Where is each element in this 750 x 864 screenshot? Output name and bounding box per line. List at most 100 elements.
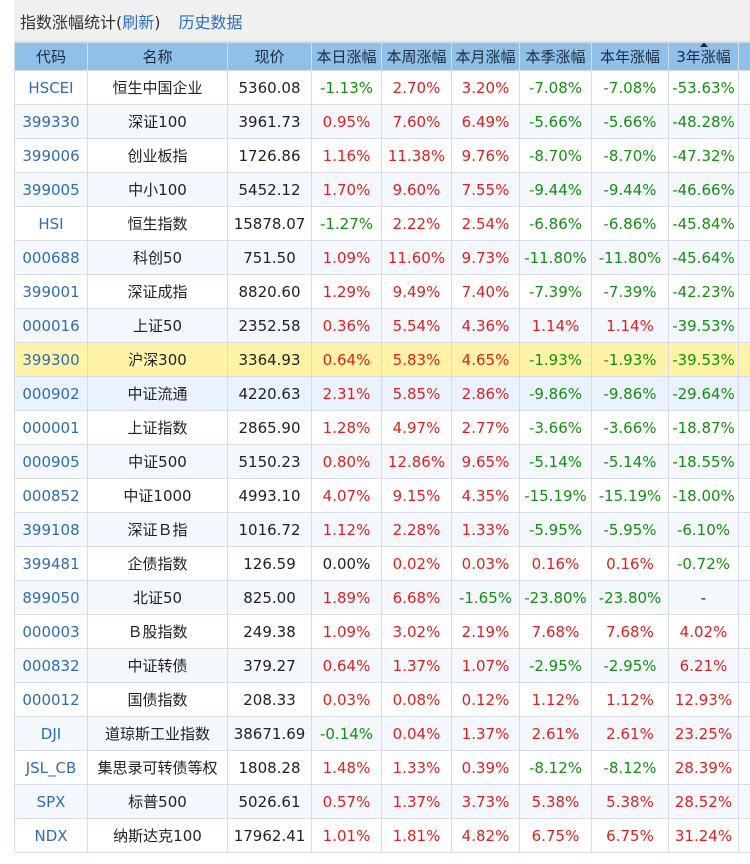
change-w: 9.60% bbox=[381, 172, 452, 207]
change-y: -9.44% bbox=[591, 172, 669, 207]
table-row[interactable]: 399005 中小100 5452.12 1.70% 9.60% 7.55% -9.44% -… bbox=[14, 172, 750, 207]
change-w: 0.08% bbox=[381, 682, 452, 717]
index-code-link[interactable]: 000016 bbox=[14, 308, 88, 343]
column-header[interactable]: 本季涨幅 bbox=[519, 42, 592, 71]
table-row[interactable]: SPX 标普500 5026.61 0.57% 1.37% 3.73% 5.38% 5.38%… bbox=[14, 784, 750, 819]
change-y5: 1 bbox=[738, 818, 750, 853]
index-code-link[interactable]: 000012 bbox=[14, 682, 88, 717]
index-code-link[interactable]: 399006 bbox=[14, 138, 88, 173]
index-code-link[interactable]: 000852 bbox=[14, 478, 88, 513]
index-name: 深证Ｂ指 bbox=[87, 512, 228, 547]
change-d: 0.64% bbox=[311, 648, 382, 683]
table-row[interactable]: NDX 纳斯达克100 17962.41 1.01% 1.81% 4.82% 6.75% 6.… bbox=[14, 818, 750, 853]
change-y5: 2 bbox=[738, 104, 750, 139]
current-price: 751.50 bbox=[227, 240, 312, 275]
table-row[interactable]: 399006 创业板指 1726.86 1.16% 11.38% 9.76% -8.70% -… bbox=[14, 138, 750, 173]
index-code-link[interactable]: 399481 bbox=[14, 546, 88, 581]
change-m: 6.49% bbox=[451, 104, 520, 139]
column-header[interactable]: 本日涨幅 bbox=[311, 42, 382, 71]
table-row[interactable]: HSI 恒生指数 15878.07 -1.27% 2.22% 2.54% -6.86% -6.… bbox=[14, 206, 750, 241]
column-header[interactable]: 本周涨幅 bbox=[381, 42, 452, 71]
change-d: 0.00% bbox=[311, 546, 382, 581]
change-q: -1.93% bbox=[519, 342, 592, 377]
column-header[interactable]: 5 bbox=[738, 42, 750, 71]
table-row[interactable]: 399300 沪深300 3364.93 0.64% 5.83% 4.65% -1.93% -… bbox=[14, 342, 750, 377]
table-row[interactable]: 000012 国债指数 208.33 0.03% 0.08% 0.12% 1.12% 1.12… bbox=[14, 682, 750, 717]
change-w: 1.37% bbox=[381, 784, 452, 819]
change-w: 0.04% bbox=[381, 716, 452, 751]
table-row[interactable]: 000902 中证流通 4220.63 2.31% 5.85% 2.86% -9.86% -9… bbox=[14, 376, 750, 411]
index-code-link[interactable]: 000905 bbox=[14, 444, 88, 479]
index-code-link[interactable]: 000001 bbox=[14, 410, 88, 445]
table-row[interactable]: 000852 中证1000 4993.10 4.07% 9.15% 4.35% -15.19… bbox=[14, 478, 750, 513]
change-y3: 28.39% bbox=[668, 750, 739, 785]
index-code-link[interactable]: 399108 bbox=[14, 512, 88, 547]
index-code-link[interactable]: 000003 bbox=[14, 614, 88, 649]
table-row[interactable]: 399108 深证Ｂ指 1016.72 1.12% 2.28% 1.33% -5.95% -5… bbox=[14, 512, 750, 547]
change-y5: 8 bbox=[738, 784, 750, 819]
index-name: 上证指数 bbox=[87, 410, 228, 445]
column-header[interactable]: 名称 bbox=[87, 42, 228, 71]
title-text: 指数涨幅统计( bbox=[20, 12, 123, 32]
table-row[interactable]: 000003 Ｂ股指数 249.38 1.09% 3.02% 2.19% 7.68% 7.68… bbox=[14, 614, 750, 649]
change-y3: -45.84% bbox=[668, 206, 739, 241]
history-data-link[interactable]: 历史数据 bbox=[178, 12, 243, 32]
index-name: 沪深300 bbox=[87, 342, 228, 377]
column-header[interactable]: 3年涨幅 bbox=[668, 42, 739, 71]
index-code-link[interactable]: DJI bbox=[14, 716, 88, 751]
change-w: 2.28% bbox=[381, 512, 452, 547]
column-header[interactable]: 本年涨幅 bbox=[591, 42, 669, 71]
index-name: 企债指数 bbox=[87, 546, 228, 581]
table-row[interactable]: 000688 科创50 751.50 1.09% 11.60% 9.73% -11.80% -… bbox=[14, 240, 750, 275]
change-w: 5.83% bbox=[381, 342, 452, 377]
refresh-link[interactable]: 刷新 bbox=[122, 12, 155, 32]
change-m: 9.76% bbox=[451, 138, 520, 173]
change-y3: -6.10% bbox=[668, 512, 739, 547]
index-code-link[interactable]: SPX bbox=[14, 784, 88, 819]
index-code-link[interactable]: 399001 bbox=[14, 274, 88, 309]
column-header[interactable]: 代码 bbox=[14, 42, 88, 71]
table-row[interactable]: DJI 道琼斯工业指数 38671.69 -0.14% 0.04% 1.37% 2.61% 2… bbox=[14, 716, 750, 751]
index-code-link[interactable]: JSL_CB bbox=[14, 750, 88, 785]
index-code-link[interactable]: 399005 bbox=[14, 172, 88, 207]
change-y5: - bbox=[738, 308, 750, 343]
change-m: 0.03% bbox=[451, 546, 520, 581]
change-y3: -47.32% bbox=[668, 138, 739, 173]
column-header[interactable]: 现价 bbox=[227, 42, 312, 71]
change-d: 1.89% bbox=[311, 580, 382, 615]
change-m: 4.65% bbox=[451, 342, 520, 377]
table-row[interactable]: 000905 中证500 5150.23 0.80% 12.86% 9.65% -5.14%… bbox=[14, 444, 750, 479]
index-name: 集思录可转债等权 bbox=[87, 750, 228, 785]
table-row[interactable]: 399001 深证成指 8820.60 1.29% 9.49% 7.40% -7.39% -7… bbox=[14, 274, 750, 309]
change-q: -6.86% bbox=[519, 206, 592, 241]
change-y3: -39.53% bbox=[668, 308, 739, 343]
index-code-link[interactable]: NDX bbox=[14, 818, 88, 853]
index-code-link[interactable]: HSCEI bbox=[14, 70, 88, 105]
table-row[interactable]: 899050 北证50 825.00 1.89% 6.68% -1.65% -23.80% -… bbox=[14, 580, 750, 615]
change-y5 bbox=[738, 580, 750, 615]
current-price: 208.33 bbox=[227, 682, 312, 717]
change-q: -9.44% bbox=[519, 172, 592, 207]
table-row[interactable]: 399481 企债指数 126.59 0.00% 0.02% 0.03% 0.16% 0.16… bbox=[14, 546, 750, 581]
index-name: 中证转债 bbox=[87, 648, 228, 683]
index-name: 中小100 bbox=[87, 172, 228, 207]
change-d: -1.27% bbox=[311, 206, 382, 241]
index-code-link[interactable]: 000832 bbox=[14, 648, 88, 683]
table-row[interactable]: 000016 上证50 2352.58 0.36% 5.54% 4.36% 1.14% 1.1… bbox=[14, 308, 750, 343]
index-name: 北证50 bbox=[87, 580, 228, 615]
table-row[interactable]: HSCEI 恒生中国企业 5360.08 -1.13% 2.70% 3.20% -7.08%… bbox=[14, 70, 750, 105]
table-row[interactable]: 000001 上证指数 2865.90 1.28% 4.97% 2.77% -3.66% -3… bbox=[14, 410, 750, 445]
current-price: 38671.69 bbox=[227, 716, 312, 751]
table-row[interactable]: 000832 中证转债 379.27 0.64% 1.37% 1.07% -2.95% -2.… bbox=[14, 648, 750, 683]
change-y5: - bbox=[738, 410, 750, 445]
index-code-link[interactable]: 399300 bbox=[14, 342, 88, 377]
index-code-link[interactable]: 000902 bbox=[14, 376, 88, 411]
index-code-link[interactable]: 000688 bbox=[14, 240, 88, 275]
table-row[interactable]: JSL_CB 集思录可转债等权 1808.28 1.48% 1.33% 0.39% -8.1… bbox=[14, 750, 750, 785]
index-code-link[interactable]: HSI bbox=[14, 206, 88, 241]
index-name: 恒生中国企业 bbox=[87, 70, 228, 105]
table-row[interactable]: 399330 深证100 3961.73 0.95% 7.60% 6.49% -5.66% -… bbox=[14, 104, 750, 139]
index-code-link[interactable]: 399330 bbox=[14, 104, 88, 139]
index-code-link[interactable]: 899050 bbox=[14, 580, 88, 615]
column-header[interactable]: 本月涨幅 bbox=[451, 42, 520, 71]
